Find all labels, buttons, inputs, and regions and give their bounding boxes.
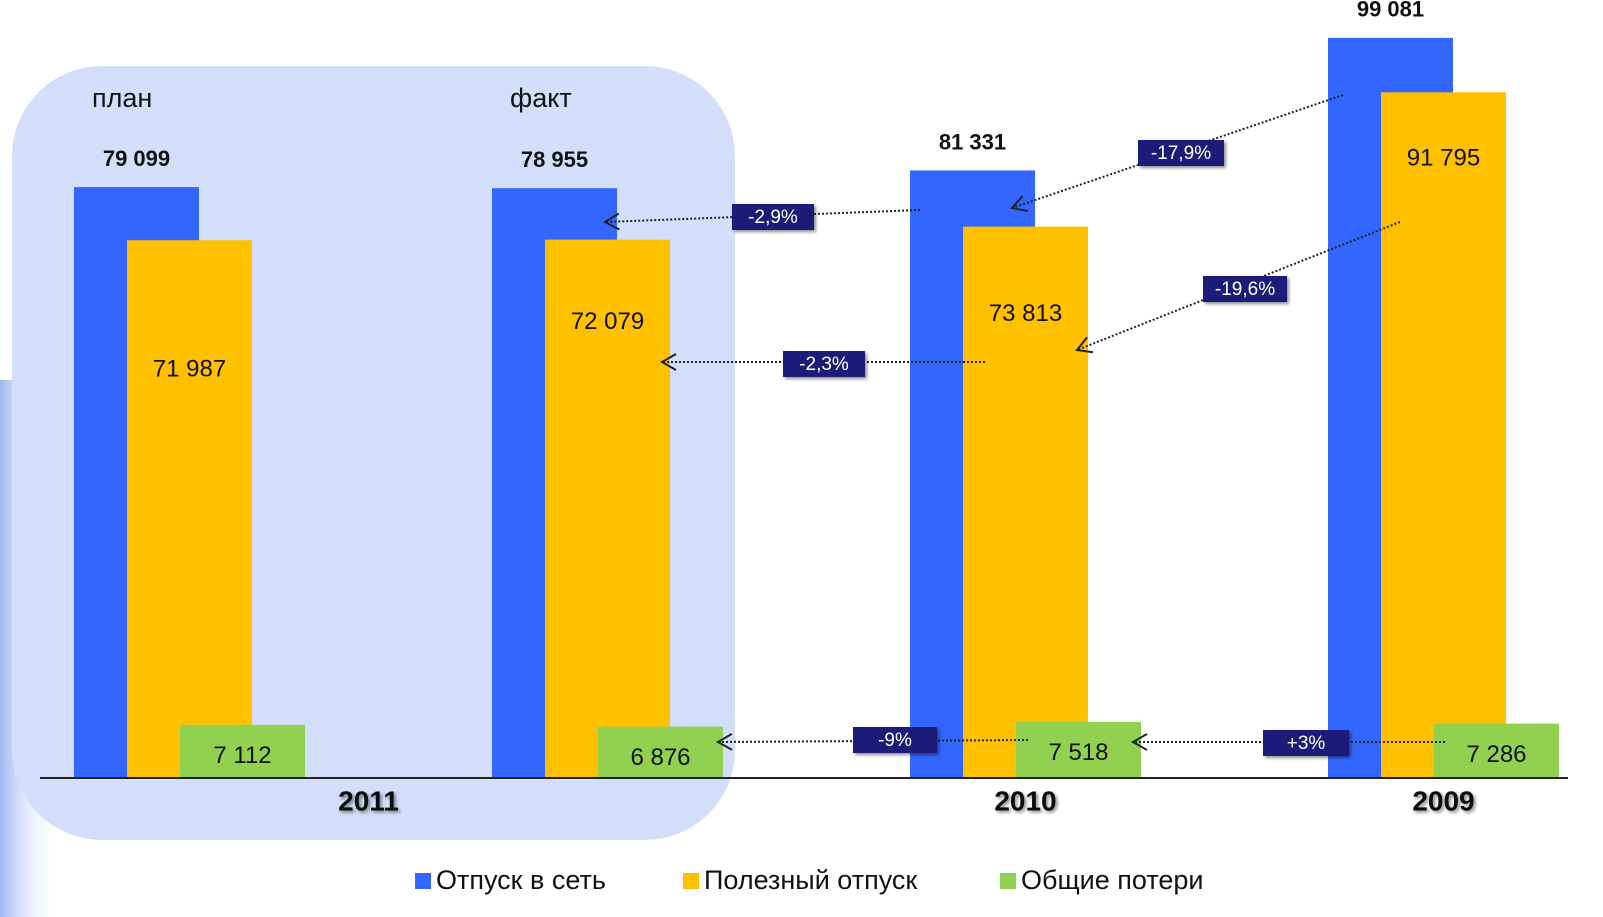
arrow-head [602,212,620,231]
year-label: 2011 [338,785,399,816]
value-label: 6 876 [630,744,690,771]
legend-label: Общие потери [1021,865,1204,895]
value-label: 72 079 [571,308,644,335]
bar [1434,723,1559,778]
bar [180,724,305,778]
value-label: 78 955 [521,147,588,172]
value-label: 73 813 [989,300,1062,327]
change-label: -9% [878,730,912,751]
legend-label: Отпуск в сеть [436,865,606,895]
legend-label: Полезный отпуск [704,865,917,895]
change-box [732,204,814,230]
bar [1381,92,1506,778]
arrow-head [1010,195,1029,213]
change-box [1203,276,1287,302]
change-label: -2,9% [748,207,798,228]
change-box [783,351,865,377]
value-label: 91 795 [1407,145,1480,172]
arrow-head [659,353,677,371]
value-label: 7 518 [1048,739,1108,766]
change-label: +3% [1287,733,1326,754]
arrow-head [715,733,733,751]
value-label: 71 987 [153,356,226,383]
legend-swatch [683,873,699,889]
value-label: 7 112 [213,742,271,769]
value-label: 79 099 [103,146,170,171]
year-label: 2010 [994,785,1056,816]
change-box [1263,730,1349,756]
year-label: 2009 [1412,785,1474,816]
arrow-head [1130,733,1148,751]
value-label: 81 331 [939,129,1006,154]
change-label: -19,6% [1215,279,1275,300]
bar [127,240,252,779]
category-label: факт [510,83,572,113]
bar [545,239,670,778]
arrow-head [1075,336,1094,354]
value-label: 7 286 [1466,741,1526,768]
bar [598,726,723,778]
change-label: -2,3% [799,354,849,375]
bar [963,226,1088,779]
legend-swatch [415,873,431,889]
legend-swatch [1000,873,1016,889]
change-box [1138,140,1224,166]
change-label: -17,9% [1151,143,1211,164]
category-label: план [92,83,152,113]
value-label: 99 081 [1357,0,1424,22]
change-box [853,727,937,753]
bar [1016,721,1141,778]
